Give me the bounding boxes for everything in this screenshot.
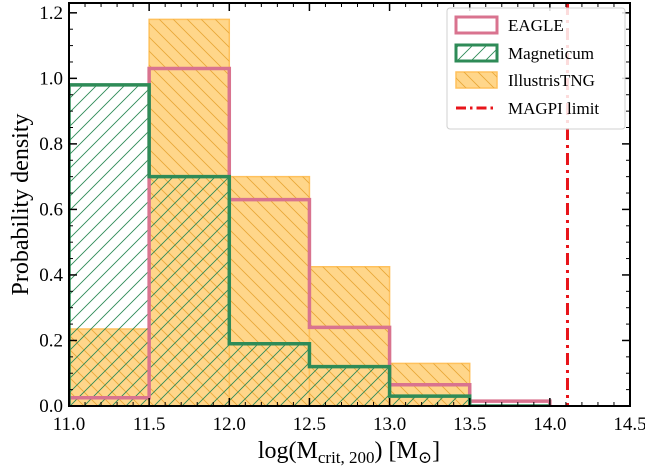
bar-hatch-magneticum-2 (229, 343, 310, 406)
x-tick-label-4: 13.0 (373, 414, 406, 435)
x-tick-label-6: 14.0 (533, 414, 566, 435)
x-axis-title-main: log(M (258, 438, 318, 464)
plot-frame (68, 2, 631, 407)
tick-labels: 11.0 11.5 12.0 12.5 13.0 13.5 14.0 14.5 0.0 0.2 0.… (39, 3, 645, 435)
y-tick-label-2: 0.4 (39, 265, 63, 286)
y-tick-label-0: 0.0 (39, 396, 63, 417)
x-tick-label-0: 11.0 (53, 414, 86, 435)
bar-hatch-magneticum-1 (149, 176, 230, 406)
x-tick-label-7: 14.5 (613, 414, 645, 435)
y-tick-label-5: 1.0 (39, 68, 63, 89)
x-tick-label-3: 12.5 (293, 414, 326, 435)
x-axis-title-unit-open: ) [M (375, 438, 418, 464)
x-tick-label-1: 11.5 (133, 414, 166, 435)
legend-label-magpi-limit: MAGPI limit (508, 99, 599, 118)
histogram-bars (69, 18, 471, 406)
y-tick-label-4: 0.8 (39, 134, 63, 155)
bar-hatch-magneticum-3 (309, 366, 390, 406)
x-tick-label-5: 13.5 (453, 414, 486, 435)
x-axis-title-unit-close: ] (432, 438, 440, 464)
legend-swatch-eagle (454, 15, 499, 35)
x-axis-title-subscript: crit, 200 (318, 448, 375, 467)
legend-swatch-magneticum (454, 43, 499, 63)
legend-frame (446, 7, 626, 130)
legend: EAGLE Magneticum IllustrisTNG MAGPI limi… (446, 7, 626, 130)
legend-label-illustristng: IllustrisTNG (508, 71, 595, 90)
y-axis-title: Probability density (8, 114, 34, 296)
bar-hatch-magneticum-0 (69, 84, 150, 406)
bar-hatch-magneticum-4 (389, 396, 470, 406)
y-tick-label-6: 1.2 (39, 3, 63, 24)
legend-label-magneticum: Magneticum (508, 44, 594, 63)
x-axis-title-unit-symbol: ⊙ (418, 448, 432, 467)
legend-label-eagle: EAGLE (508, 16, 564, 35)
axis-ticks (68, 3, 631, 407)
legend-swatch-illustristng-hatch (456, 72, 497, 88)
y-tick-label-1: 0.2 (39, 330, 63, 351)
step-line-magneticum (69, 83, 550, 406)
x-tick-label-2: 12.0 (213, 414, 246, 435)
x-axis-title: log(Mcrit, 200) [M⊙] (258, 438, 440, 467)
y-tick-label-3: 0.6 (39, 199, 63, 220)
